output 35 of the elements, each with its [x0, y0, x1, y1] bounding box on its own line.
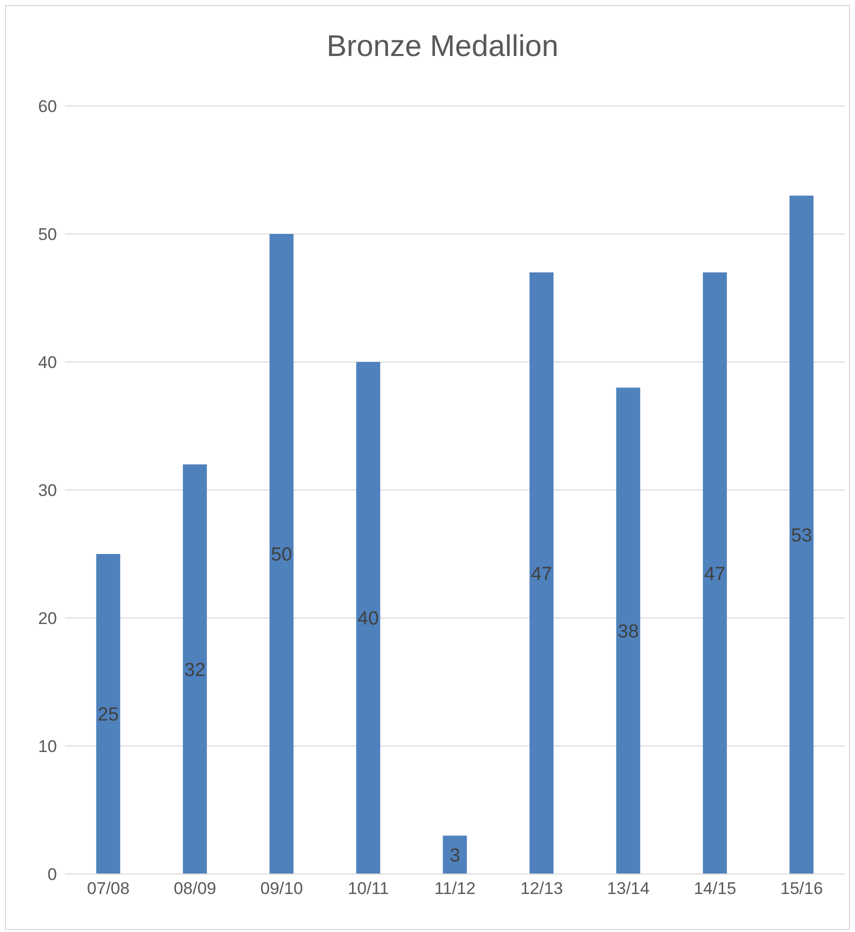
- data-label: 47: [530, 564, 552, 585]
- bar: [182, 464, 207, 874]
- x-tick-label: 13/14: [607, 879, 650, 898]
- x-tick-label: 10/11: [348, 879, 389, 898]
- y-tick-label: 30: [38, 481, 57, 500]
- data-label: 38: [618, 622, 639, 643]
- x-tick-label: 14/15: [694, 879, 736, 898]
- chart-title: Bronze Medallion: [326, 30, 560, 64]
- y-tick-label: 0: [48, 865, 57, 884]
- bar: [616, 388, 640, 874]
- data-label: 32: [184, 660, 206, 681]
- bar: [270, 234, 294, 874]
- data-label: 50: [270, 544, 292, 566]
- bar: [530, 272, 554, 874]
- bar: [96, 554, 120, 874]
- y-tick-label: 50: [38, 225, 57, 244]
- data-label: 47: [704, 564, 726, 585]
- y-tick-label: 20: [38, 609, 57, 628]
- bar: [442, 836, 467, 874]
- x-tick-label: 15/16: [780, 879, 823, 898]
- bar: [356, 362, 380, 874]
- y-tick-label: 10: [38, 737, 57, 756]
- x-tick-label: 08/09: [174, 879, 216, 898]
- bar: [790, 196, 814, 874]
- x-tick-label: 09/10: [260, 879, 303, 898]
- x-tick-label: 07/08: [87, 879, 130, 898]
- data-label: 53: [790, 526, 812, 547]
- data-label: 40: [358, 608, 379, 630]
- x-tick-label: 12/13: [520, 879, 563, 898]
- x-tick-label: 11/12: [434, 879, 476, 898]
- y-tick-label: 60: [38, 97, 57, 116]
- data-label: 25: [98, 704, 119, 726]
- y-tick-label: 40: [38, 353, 57, 372]
- data-label: 3: [450, 846, 460, 867]
- bar: [702, 272, 727, 874]
